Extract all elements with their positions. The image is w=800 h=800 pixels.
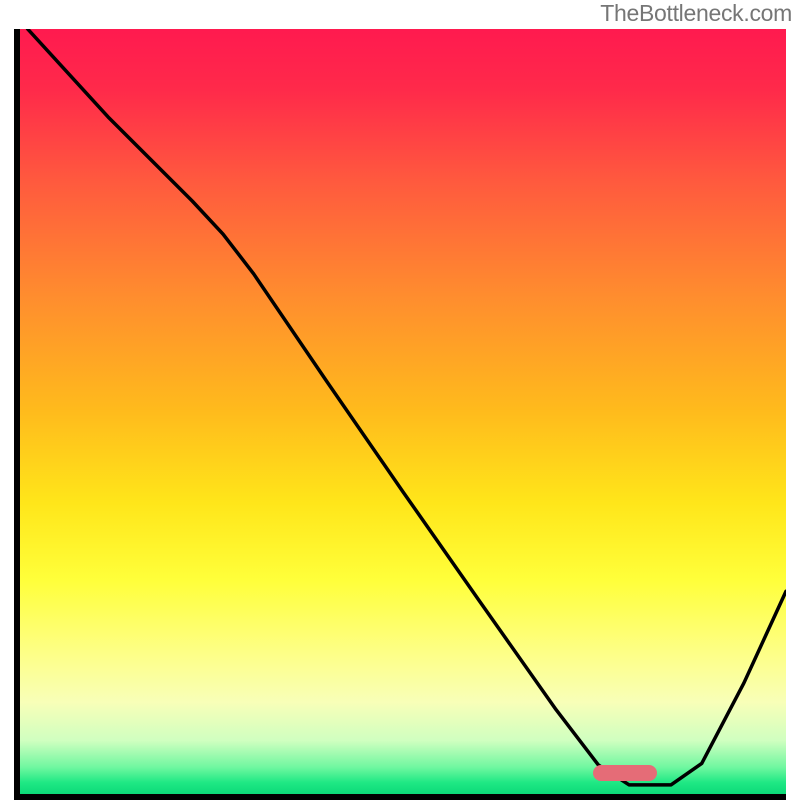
chart-plot-area (20, 29, 786, 794)
optimum-marker (593, 765, 657, 781)
chart-curve (20, 29, 786, 794)
chart-frame (14, 29, 786, 800)
attribution-text: TheBottleneck.com (600, 0, 792, 27)
